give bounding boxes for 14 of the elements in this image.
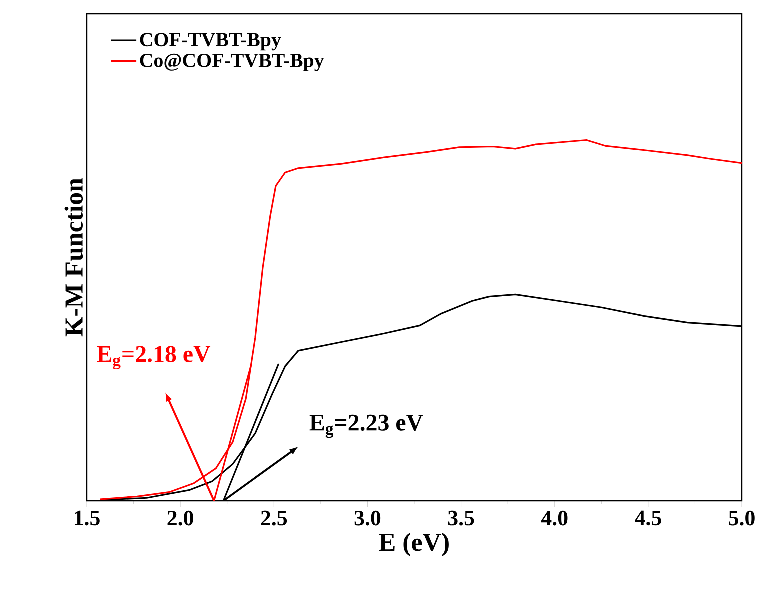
y-axis-title: K-M Function [64, 178, 84, 337]
x-axis-title: E (eV) [379, 533, 449, 557]
x-tick-label: 4.5 [635, 510, 662, 526]
x-tick-label: 2.5 [261, 510, 288, 526]
x-tick-label: 2.0 [168, 510, 194, 526]
x-tick-label: 3.0 [354, 510, 381, 526]
x-tick-label: 3.5 [448, 510, 474, 526]
legend-label: Co@COF-TVBT-Bpy [140, 54, 324, 72]
x-tick-label: 4.0 [541, 510, 568, 526]
annotation: E$_{g}$=2.23 eV [310, 414, 424, 438]
x-tick-label: 1.5 [75, 510, 100, 526]
annotation: E$_{g}$=2.18 eV [97, 346, 211, 370]
x-tick-label: 5.0 [729, 510, 755, 526]
legend-label: COF-TVBT-Bpy [140, 33, 282, 51]
